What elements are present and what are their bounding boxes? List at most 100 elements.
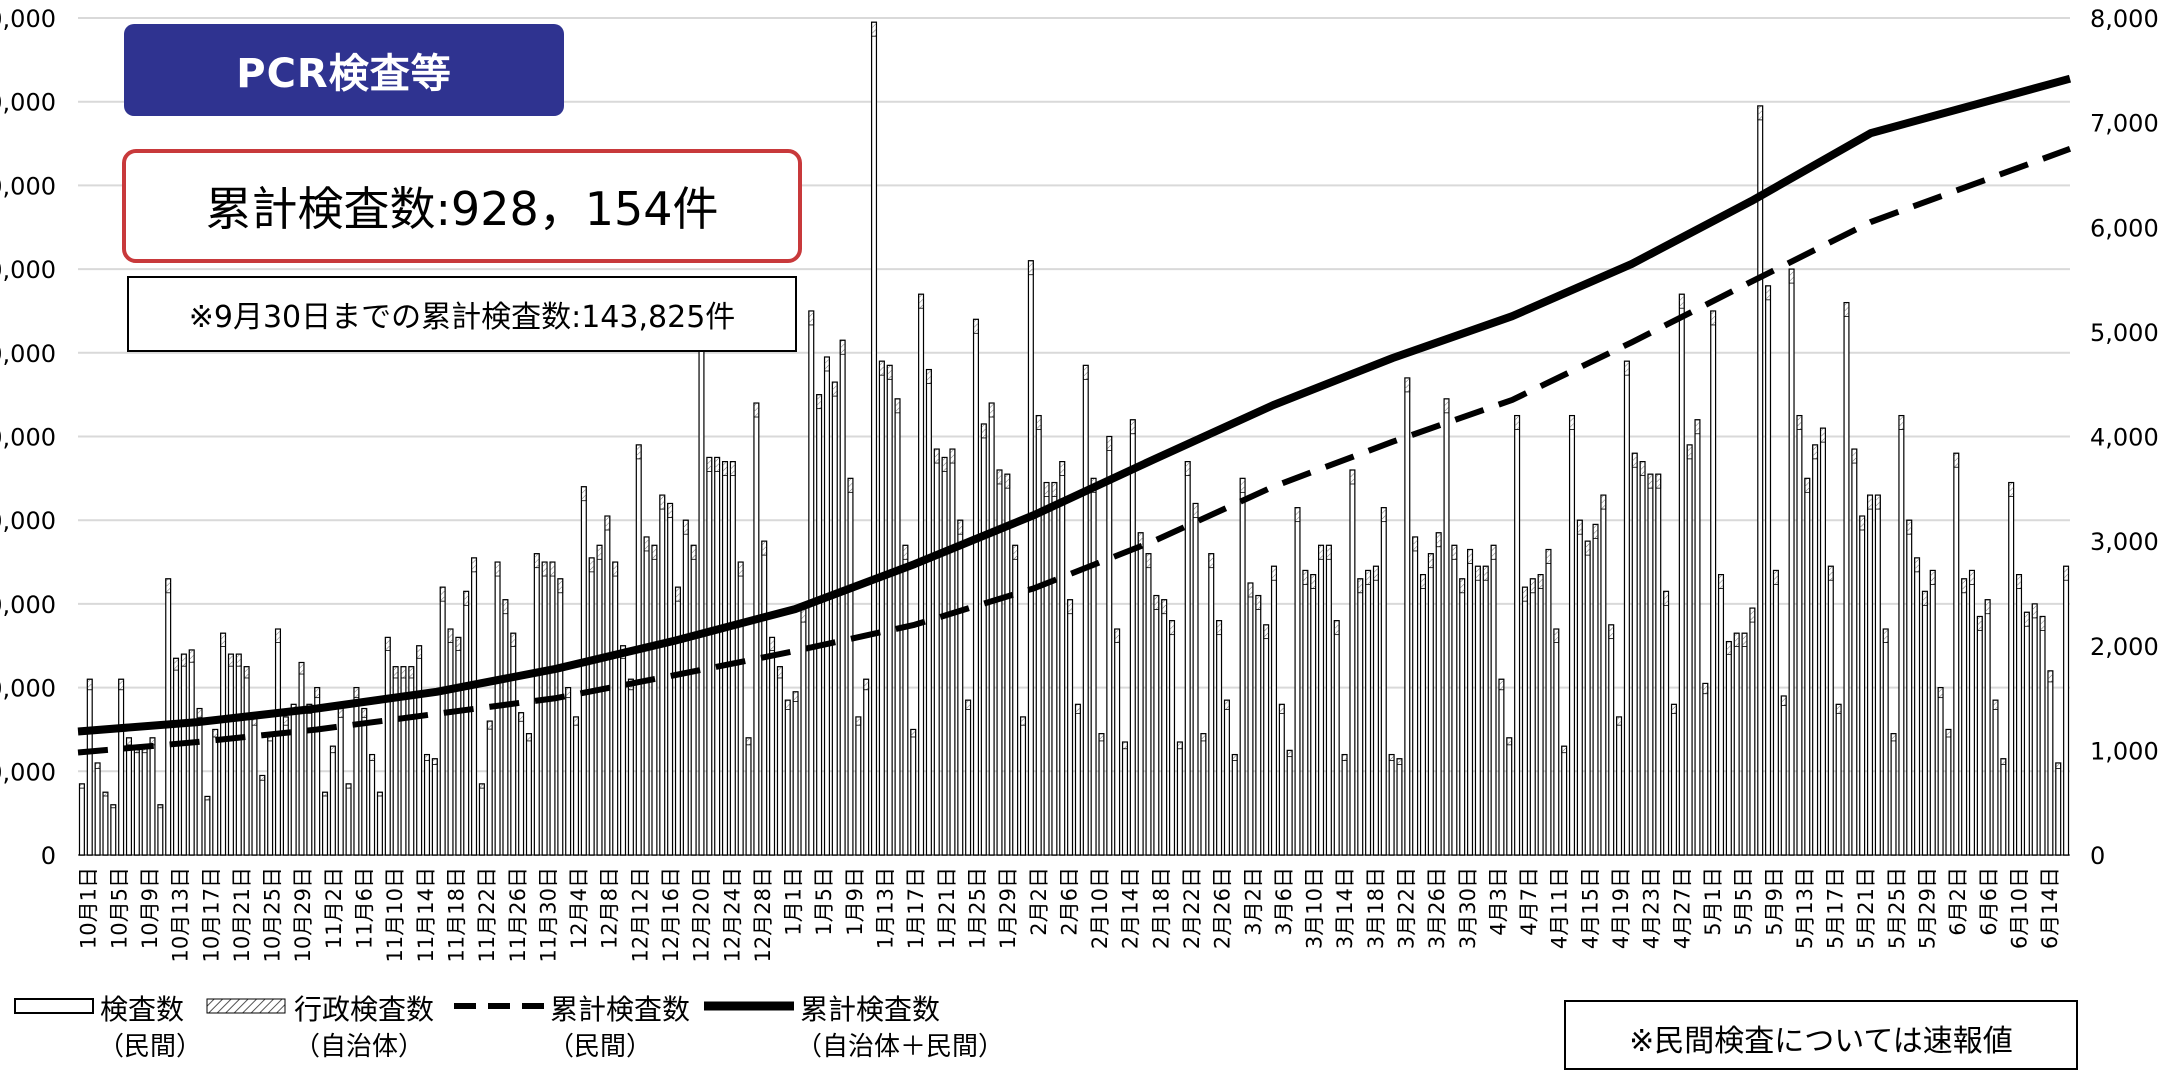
bar-admin-tests <box>604 515 611 531</box>
bar-admin-tests <box>1757 105 1764 121</box>
bar-private-tests <box>1302 569 1309 856</box>
bar-admin-tests <box>1639 461 1646 477</box>
bar-admin-tests <box>1467 549 1473 564</box>
bar-admin-tests <box>596 544 603 560</box>
bar-private-tests <box>361 707 368 856</box>
x-tick-label: 3月26日 <box>1425 867 1449 949</box>
bar-private-tests <box>1451 544 1458 856</box>
bar-private-tests <box>588 557 595 856</box>
bar-private-tests <box>737 561 744 856</box>
bar-private-tests <box>376 791 383 856</box>
bar-private-tests <box>125 737 133 856</box>
x-tick-label: 1月9日 <box>843 867 867 936</box>
bar-private-tests <box>1827 565 1834 856</box>
bar-admin-tests <box>706 457 713 472</box>
bar-admin-tests <box>690 544 697 560</box>
bar-admin-tests <box>1569 415 1575 430</box>
bar-admin-tests <box>1537 574 1544 590</box>
bar-admin-tests <box>494 561 501 577</box>
bar-admin-tests <box>714 457 720 472</box>
bar-private-tests <box>1851 448 1858 856</box>
bar-private-tests <box>110 804 117 856</box>
bar-private-tests <box>1286 749 1293 856</box>
bar-admin-tests <box>965 699 971 710</box>
bar-admin-tests <box>808 310 815 326</box>
x-tick-label: 3月10日 <box>1303 867 1327 949</box>
bar-private-tests <box>173 657 180 856</box>
bar-private-tests <box>188 649 195 856</box>
bar-private-tests <box>682 519 689 856</box>
y-right-tick-label: 3,000 <box>2090 528 2159 556</box>
bar-private-tests <box>1600 494 1607 856</box>
bar-private-tests <box>455 636 462 856</box>
x-tick-label: 6月10日 <box>2007 867 2031 949</box>
bar-private-tests <box>2000 758 2007 856</box>
bar-admin-tests <box>173 657 179 671</box>
bar-admin-tests <box>816 394 822 410</box>
bar-private-tests <box>369 753 376 856</box>
bar-private-tests <box>949 448 956 856</box>
bar-admin-tests <box>886 364 893 380</box>
bar-admin-tests <box>1263 624 1269 640</box>
bar-private-tests <box>1506 737 1513 856</box>
bar-private-tests <box>1686 444 1693 856</box>
bar-private-tests <box>212 728 219 856</box>
bar-admin-tests <box>1067 599 1073 615</box>
bar-private-tests <box>1514 414 1521 856</box>
y-right-tick-label: 4,000 <box>2090 424 2159 452</box>
y-right-tick-label: 2,000 <box>2090 633 2159 661</box>
bar-admin-tests <box>1239 477 1246 493</box>
bar-private-tests <box>1639 461 1646 856</box>
bar-private-tests <box>329 745 336 856</box>
bar-admin-tests <box>1373 565 1379 581</box>
bar-private-tests <box>1898 414 1905 856</box>
bar-admin-tests <box>471 557 477 573</box>
bar-private-tests <box>1074 703 1081 856</box>
y-left-tick-label: 0,000 <box>0 5 56 33</box>
bar-private-tests <box>1239 477 1246 856</box>
bar-private-tests <box>290 703 297 856</box>
bar-private-tests <box>1043 481 1050 856</box>
bar-admin-tests <box>1686 444 1693 460</box>
bar-private-tests <box>196 707 203 856</box>
bar-admin-tests <box>573 716 579 726</box>
bar-private-tests <box>1914 557 1921 856</box>
bar-admin-tests <box>416 645 422 659</box>
bar-private-tests <box>2015 574 2023 856</box>
bar-private-tests <box>1412 536 1419 856</box>
x-tick-label: 1月21日 <box>935 867 959 949</box>
bar-admin-tests <box>1647 473 1654 489</box>
x-tick-label: 6月2日 <box>1946 867 1970 936</box>
bar-admin-tests <box>1529 578 1536 594</box>
bar-admin-tests <box>1788 268 1795 284</box>
bar-admin-tests <box>549 561 556 577</box>
bar-admin-tests <box>1020 716 1026 726</box>
x-tick-label: 10月9日 <box>138 867 162 949</box>
bar-admin-tests <box>1475 565 1481 581</box>
bar-admin-tests <box>204 796 211 801</box>
bar-admin-tests <box>1278 703 1285 714</box>
bar-admin-tests <box>196 708 203 718</box>
x-tick-label: 11月2日 <box>322 867 346 949</box>
bar-private-tests <box>423 753 431 856</box>
bar-admin-tests <box>384 636 391 651</box>
x-tick-label: 2月10日 <box>1088 867 1112 949</box>
x-tick-label: 5月17日 <box>1824 867 1848 949</box>
bar-private-tests <box>1365 569 1372 856</box>
bar-admin-tests <box>1710 310 1716 326</box>
bar-admin-tests <box>1310 574 1317 590</box>
x-tick-label: 1月1日 <box>782 867 806 936</box>
x-tick-label: 11月22日 <box>475 867 499 962</box>
bar-admin-tests <box>1608 624 1615 640</box>
legend-label-cumulative-total: 累計検査数 <box>800 993 941 1026</box>
bar-private-tests <box>141 745 148 856</box>
bar-admin-tests <box>165 578 172 594</box>
bar-admin-tests <box>455 636 462 651</box>
bar-private-tests <box>2023 611 2030 856</box>
bar-private-tests <box>1467 548 1474 856</box>
bar-private-tests <box>337 707 344 856</box>
bar-admin-tests <box>1655 473 1662 489</box>
bar-admin-tests <box>1969 570 1975 585</box>
bar-private-tests <box>549 561 556 856</box>
bar-admin-tests <box>1043 482 1050 497</box>
